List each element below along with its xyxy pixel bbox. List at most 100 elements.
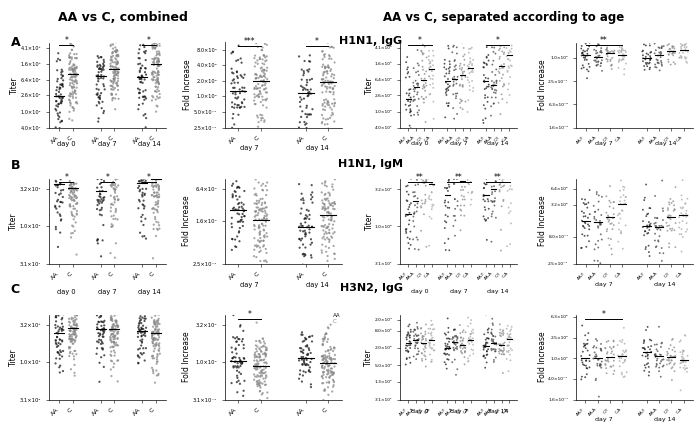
Point (326, 368, 337, 375)
Point (51, 329, 62, 336)
Point (105, 56, 116, 62)
Point (316, 353, 328, 360)
Point (146, 333, 158, 340)
Point (664, 222, 675, 229)
Point (663, 39, 674, 45)
Point (253, 210, 264, 216)
Point (675, 360, 686, 367)
Point (148, 147, 159, 154)
Point (148, 323, 159, 330)
Point (236, 103, 247, 110)
Point (254, 88, 265, 94)
Point (250, 342, 261, 349)
Point (496, 351, 507, 358)
Point (132, 184, 144, 191)
Point (490, 162, 501, 169)
Point (297, 332, 308, 338)
Point (426, 345, 438, 351)
Point (227, 48, 238, 55)
Point (462, 176, 473, 183)
Point (95, 74, 106, 81)
Point (504, 332, 515, 338)
Point (111, 53, 122, 60)
Point (318, 380, 329, 386)
Point (420, 321, 431, 328)
Point (97, 199, 108, 206)
Point (594, 218, 606, 224)
Point (651, 223, 662, 230)
Point (329, 176, 340, 183)
Point (505, 31, 517, 38)
Point (262, 64, 273, 71)
Point (454, 343, 466, 350)
Point (106, 82, 117, 89)
Point (134, 75, 146, 82)
Point (249, 126, 260, 133)
Point (150, 77, 161, 84)
Point (152, 209, 163, 215)
Point (405, 108, 416, 114)
Point (66, 85, 78, 92)
Point (650, 352, 661, 359)
Point (449, 58, 460, 65)
Point (602, 58, 613, 65)
Point (678, 204, 689, 211)
Point (147, 42, 158, 49)
Point (92, 90, 103, 97)
Point (653, 225, 664, 232)
Point (479, 180, 490, 187)
Point (69, 292, 80, 299)
Point (153, 150, 164, 156)
Point (494, 146, 505, 153)
Point (609, 367, 620, 374)
Point (57, 338, 68, 345)
Point (153, 320, 164, 326)
Point (575, 376, 587, 383)
Point (113, 196, 124, 203)
Point (95, 65, 106, 72)
Point (489, 357, 500, 363)
Point (69, 51, 80, 57)
Point (231, 338, 242, 345)
Point (602, 349, 613, 356)
Point (64, 90, 76, 97)
Point (326, 214, 337, 221)
Point (105, 351, 116, 358)
Point (69, 167, 80, 174)
Point (66, 337, 77, 344)
Point (153, 59, 164, 65)
Point (498, 49, 510, 56)
Point (444, 175, 455, 181)
Point (251, 72, 262, 79)
Point (663, 38, 674, 45)
Point (139, 203, 150, 210)
Point (111, 166, 122, 173)
Point (91, 91, 102, 98)
Point (677, 177, 688, 184)
Point (443, 235, 454, 242)
Point (424, 175, 435, 182)
Point (153, 71, 164, 78)
Point (321, 74, 332, 81)
Point (146, 156, 158, 162)
Point (153, 197, 164, 204)
Point (68, 67, 79, 74)
Point (251, 319, 262, 326)
Point (248, 85, 260, 92)
Point (593, 224, 604, 231)
Point (426, 317, 437, 324)
Point (601, 46, 612, 53)
Point (664, 41, 675, 48)
Point (498, 330, 509, 337)
Point (251, 93, 262, 99)
Point (497, 183, 508, 190)
Point (151, 354, 162, 361)
Point (608, 49, 620, 56)
Point (580, 220, 591, 227)
Point (154, 163, 165, 170)
Point (151, 159, 162, 166)
Point (296, 76, 307, 83)
Point (580, 201, 591, 208)
Point (401, 334, 412, 341)
Point (71, 332, 82, 339)
